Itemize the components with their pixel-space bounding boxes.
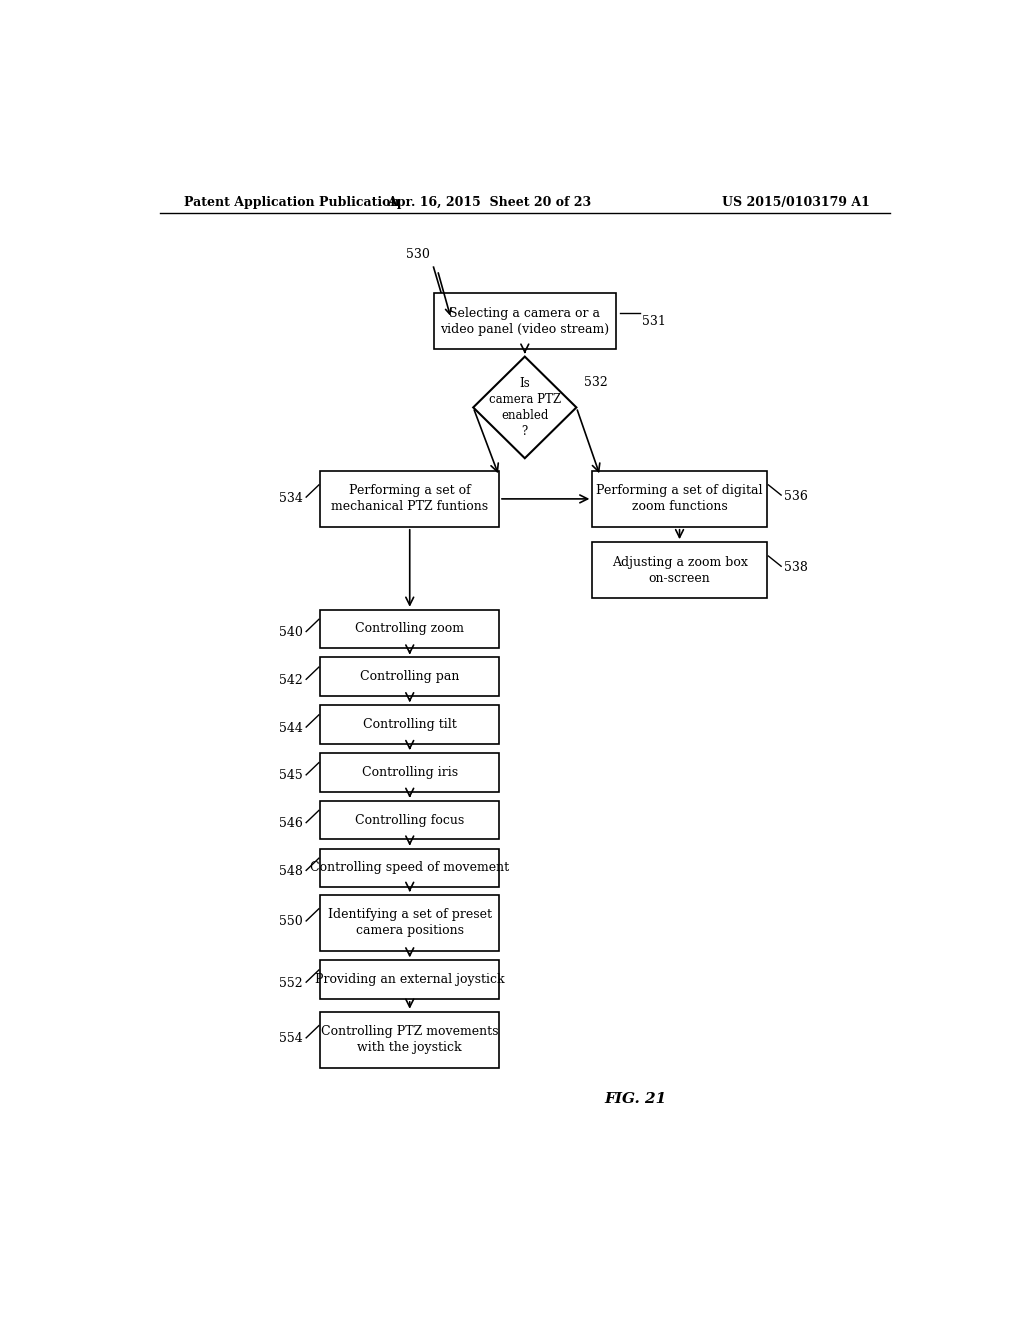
Text: Controlling speed of movement: Controlling speed of movement [310,862,509,874]
FancyBboxPatch shape [321,1011,499,1068]
Text: Controlling zoom: Controlling zoom [355,623,464,635]
FancyBboxPatch shape [321,961,499,999]
FancyBboxPatch shape [321,471,499,527]
Text: Is
camera PTZ
enabled
?: Is camera PTZ enabled ? [488,378,561,438]
Text: FIG. 21: FIG. 21 [604,1092,667,1106]
FancyBboxPatch shape [321,610,499,648]
Text: 534: 534 [280,491,303,504]
Text: 536: 536 [784,490,808,503]
FancyBboxPatch shape [321,705,499,744]
Text: US 2015/0103179 A1: US 2015/0103179 A1 [722,195,870,209]
FancyBboxPatch shape [433,293,616,348]
Text: 542: 542 [280,673,303,686]
Text: Apr. 16, 2015  Sheet 20 of 23: Apr. 16, 2015 Sheet 20 of 23 [387,195,591,209]
FancyBboxPatch shape [321,801,499,840]
Text: 548: 548 [280,865,303,878]
Text: Identifying a set of preset
camera positions: Identifying a set of preset camera posit… [328,908,492,937]
Text: 532: 532 [585,375,608,388]
Text: Controlling PTZ movements
with the joystick: Controlling PTZ movements with the joyst… [321,1026,499,1055]
Text: 552: 552 [280,977,303,990]
Text: 550: 550 [280,916,303,928]
FancyBboxPatch shape [592,471,767,527]
Text: Providing an external joystick: Providing an external joystick [315,973,505,986]
Text: Selecting a camera or a
video panel (video stream): Selecting a camera or a video panel (vid… [440,306,609,335]
FancyBboxPatch shape [321,657,499,696]
Text: 554: 554 [280,1032,303,1045]
Text: Patent Application Publication: Patent Application Publication [183,195,399,209]
Text: 546: 546 [280,817,303,830]
Text: Controlling tilt: Controlling tilt [362,718,457,731]
Text: Controlling iris: Controlling iris [361,766,458,779]
Polygon shape [473,356,577,458]
Text: Performing a set of digital
zoom functions: Performing a set of digital zoom functio… [596,484,763,513]
FancyBboxPatch shape [592,543,767,598]
Text: 538: 538 [784,561,808,574]
FancyBboxPatch shape [321,895,499,950]
Text: 530: 530 [406,248,430,261]
Text: 545: 545 [280,770,303,783]
Text: Performing a set of
mechanical PTZ funtions: Performing a set of mechanical PTZ funti… [331,484,488,513]
FancyBboxPatch shape [321,849,499,887]
Text: Adjusting a zoom box
on-screen: Adjusting a zoom box on-screen [611,556,748,585]
Text: 531: 531 [642,314,667,327]
Text: Controlling focus: Controlling focus [355,813,464,826]
FancyBboxPatch shape [321,752,499,792]
Text: 544: 544 [280,722,303,735]
Text: 540: 540 [280,626,303,639]
Text: Controlling pan: Controlling pan [360,671,460,684]
